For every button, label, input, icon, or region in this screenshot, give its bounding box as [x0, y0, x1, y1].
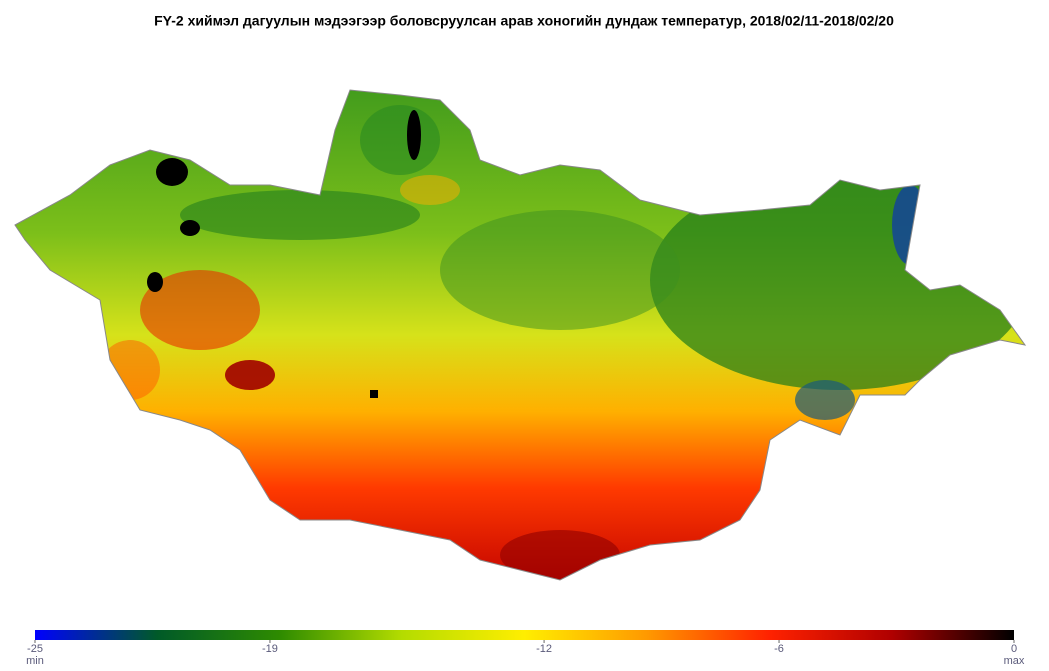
map-title: FY-2 хиймэл дагуулын мэдээгээр боловсруу…	[154, 13, 894, 29]
lakes	[147, 110, 421, 398]
colorbar-tick-label: -6	[774, 643, 784, 655]
temperature-map	[15, 90, 1025, 580]
colorbar-min-label: min	[26, 655, 44, 666]
colorbar	[35, 630, 1014, 640]
colorbar-tick-label: 0	[1011, 643, 1017, 655]
colorbar-max-label: max	[1004, 655, 1025, 666]
colorbar-tick-label: -12	[536, 643, 552, 655]
colorbar-tick-label: -19	[262, 643, 278, 655]
colorbar-tick-label: -25	[27, 643, 43, 655]
